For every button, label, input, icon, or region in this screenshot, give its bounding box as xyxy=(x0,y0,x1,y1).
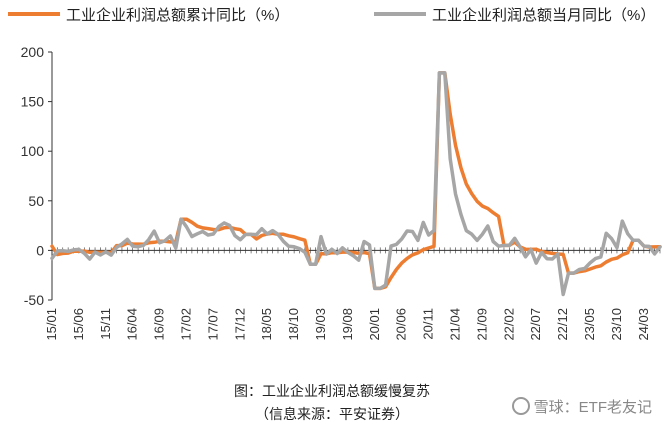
x-tick-label: 20/11 xyxy=(421,308,436,340)
x-tick-label: 21/04 xyxy=(448,308,463,341)
x-tick-label: 22/02 xyxy=(501,308,516,341)
x-tick-label: 15/11 xyxy=(98,308,113,340)
y-tick-label: -50 xyxy=(24,292,44,308)
legend-label: 工业企业利润总额当月同比（%） xyxy=(432,6,655,24)
x-tick-label: 17/12 xyxy=(232,308,247,341)
x-tick-label: 23/10 xyxy=(609,308,624,341)
series-line-monthly xyxy=(50,71,662,297)
x-tick-label: 22/07 xyxy=(528,308,543,341)
y-tick-label: 50 xyxy=(28,193,44,209)
x-tick-label: 20/06 xyxy=(394,308,409,341)
y-axis: -50 0 50 100 150 200 xyxy=(21,44,53,308)
figure-caption-source: （信息来源：平安证券） xyxy=(255,407,409,423)
chart-legend: 工业企业利润总额累计同比（%） 工业企业利润总额当月同比（%） xyxy=(8,6,655,24)
watermark-text: 雪球：ETF老友记 xyxy=(533,399,652,416)
y-tick-label: 0 xyxy=(36,242,44,258)
figure-caption-title: 图：工业企业利润总额缓慢复苏 xyxy=(234,384,430,400)
x-tick-label: 22/12 xyxy=(555,308,570,341)
x-tick-label: 18/10 xyxy=(286,308,301,341)
x-tick-label: 18/05 xyxy=(259,308,274,341)
x-tick-label: 15/06 xyxy=(71,308,86,341)
x-tick-label: 20/01 xyxy=(367,308,382,341)
y-tick-label: 100 xyxy=(21,143,45,159)
series-lines xyxy=(50,71,662,297)
x-tick-label: 23/05 xyxy=(582,308,597,341)
x-tick-label: 19/08 xyxy=(340,308,355,341)
legend-label: 工业企业利润总额累计同比（%） xyxy=(66,6,289,24)
x-tick-label: 16/04 xyxy=(125,308,140,341)
y-tick-label: 150 xyxy=(21,94,45,110)
x-tick-label: 17/07 xyxy=(205,308,220,341)
watermark: 雪球：ETF老友记 xyxy=(511,396,652,417)
x-tick-label: 17/02 xyxy=(179,308,194,341)
y-tick-label: 200 xyxy=(21,44,45,60)
x-tick-label: 19/03 xyxy=(313,308,328,341)
x-tick-label: 21/09 xyxy=(474,308,489,341)
x-axis: 15/01 15/06 15/11 16/04 16/09 17/02 17/07 17/12… xyxy=(44,247,661,341)
x-tick-label: 24/03 xyxy=(636,308,651,341)
x-tick-label: 15/01 xyxy=(44,308,59,341)
xueqiu-logo-icon xyxy=(511,397,530,416)
x-tick-label: 16/09 xyxy=(152,308,167,341)
